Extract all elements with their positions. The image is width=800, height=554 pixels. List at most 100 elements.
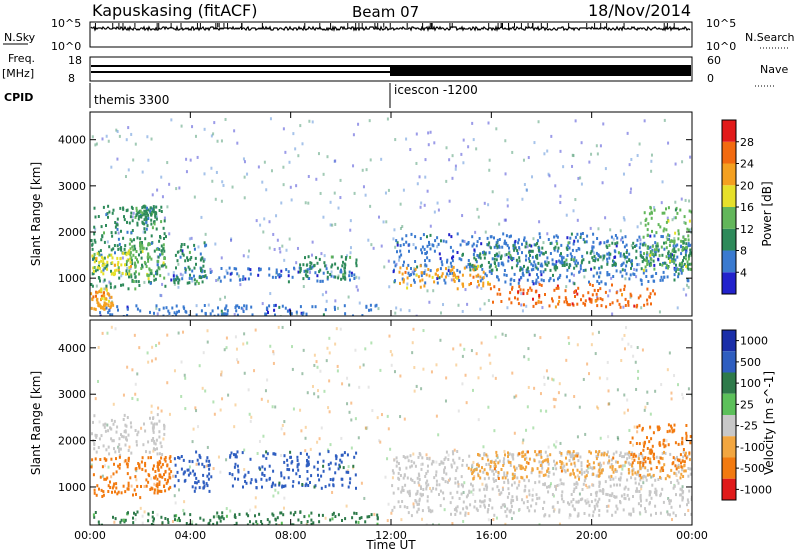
velocity-echo [187, 468, 190, 472]
power-echo [139, 309, 142, 313]
power-echo [674, 250, 677, 254]
velocity-speckle [234, 403, 237, 407]
velocity-echo [198, 486, 201, 490]
power-echo [226, 271, 229, 275]
velocity-echo [610, 474, 613, 478]
velocity-echo [482, 500, 485, 504]
velocity-echo [629, 513, 632, 517]
power-echo [225, 304, 228, 308]
velocity-speckle [614, 475, 617, 479]
velocity-echo [116, 425, 119, 429]
power-echo [122, 251, 125, 255]
velocity-echo [626, 452, 629, 456]
velocity-echo [503, 503, 506, 507]
velocity-echo [178, 519, 181, 523]
velocity-echo [588, 462, 591, 466]
power-echo [217, 313, 220, 316]
power-echo [143, 227, 146, 231]
power-echo [114, 269, 116, 273]
power-speckle [638, 142, 641, 146]
velocity-echo [411, 478, 414, 482]
velocity-echo [402, 455, 405, 458]
velocity-echo [579, 498, 582, 502]
velocity-echo [94, 433, 97, 437]
power-echo [193, 278, 196, 282]
power-echo [667, 266, 669, 270]
velocity-speckle [435, 414, 438, 418]
velocity-echo [663, 438, 666, 442]
power-echo [143, 212, 145, 216]
power-speckle [604, 216, 607, 220]
velocity-echo [527, 461, 530, 465]
power-speckle [349, 228, 352, 232]
power-echo [565, 246, 568, 250]
power-echo [624, 297, 627, 301]
power-speckle [572, 154, 575, 158]
power-echo [396, 243, 399, 247]
power-echo [495, 252, 498, 256]
power-echo [482, 252, 485, 256]
velocity-speckle [220, 373, 223, 377]
power-echo [475, 260, 478, 264]
velocity-echo [528, 509, 531, 513]
power-speckle [365, 168, 368, 172]
velocity-echo [643, 440, 646, 444]
velocity-echo [329, 478, 332, 481]
velocity-echo [118, 463, 121, 467]
power-speckle [572, 209, 575, 213]
velocity-echo [266, 518, 269, 522]
velocity-echo [260, 477, 263, 481]
power-speckle [295, 184, 298, 188]
power-echo [639, 242, 642, 246]
power-echo [98, 266, 101, 270]
velocity-echo [677, 481, 680, 485]
power-echo [598, 282, 601, 285]
power-speckle [401, 225, 404, 229]
velocity-echo [604, 480, 607, 484]
power-echo [119, 256, 122, 260]
velocity-echo [296, 465, 299, 469]
power-speckle [188, 237, 191, 241]
velocity-speckle [219, 470, 222, 474]
power-echo [612, 275, 615, 278]
velocity-echo [360, 516, 363, 520]
power-echo [108, 245, 111, 249]
power-region-1 [90, 287, 115, 311]
power-echo [426, 250, 428, 254]
power-echo [318, 257, 321, 261]
power-echo [429, 269, 432, 273]
velocity-speckle [435, 363, 438, 367]
velocity-echo [598, 480, 601, 484]
nsearch-tick-top: 10^5 [706, 17, 736, 30]
power-echo [284, 306, 287, 310]
velocity-echo [236, 450, 239, 454]
velocity-echo [101, 495, 104, 498]
power-echo [514, 296, 516, 300]
power-echo [194, 282, 197, 286]
velocity-echo [648, 493, 651, 497]
velocity-echo [406, 476, 409, 480]
velocity-echo [538, 496, 541, 500]
power-echo [343, 275, 346, 279]
velocity-colorbar-swatch [722, 415, 736, 437]
power-echo [502, 232, 505, 236]
velocity-echo [466, 493, 469, 497]
power-echo [524, 245, 527, 249]
power-echo [101, 305, 104, 309]
velocity-echo [638, 482, 641, 486]
velocity-echo [438, 483, 441, 487]
velocity-echo [668, 475, 671, 479]
velocity-echo [244, 480, 247, 483]
velocity-echo [135, 443, 138, 447]
power-echo [310, 261, 313, 265]
velocity-speckle [547, 445, 550, 449]
power-echo [662, 270, 665, 274]
power-speckle [525, 304, 528, 308]
velocity-echo [651, 444, 654, 448]
velocity-speckle [386, 414, 389, 418]
power-speckle [393, 228, 396, 232]
velocity-echo [445, 450, 448, 454]
velocity-speckle [492, 518, 495, 522]
velocity-echo [231, 484, 234, 488]
power-echo [667, 206, 670, 210]
